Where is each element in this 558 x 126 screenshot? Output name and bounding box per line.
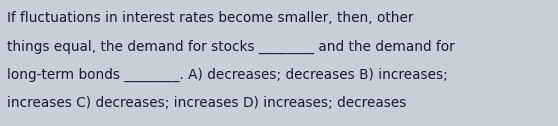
Text: things equal, the demand for stocks ________ and the demand for: things equal, the demand for stocks ____… — [7, 40, 455, 54]
Text: If fluctuations in interest rates become smaller, then, other: If fluctuations in interest rates become… — [7, 11, 413, 25]
Text: increases C) decreases; increases D) increases; decreases: increases C) decreases; increases D) inc… — [7, 96, 407, 110]
Text: long-term bonds ________. A) decreases; decreases B) increases;: long-term bonds ________. A) decreases; … — [7, 68, 448, 82]
